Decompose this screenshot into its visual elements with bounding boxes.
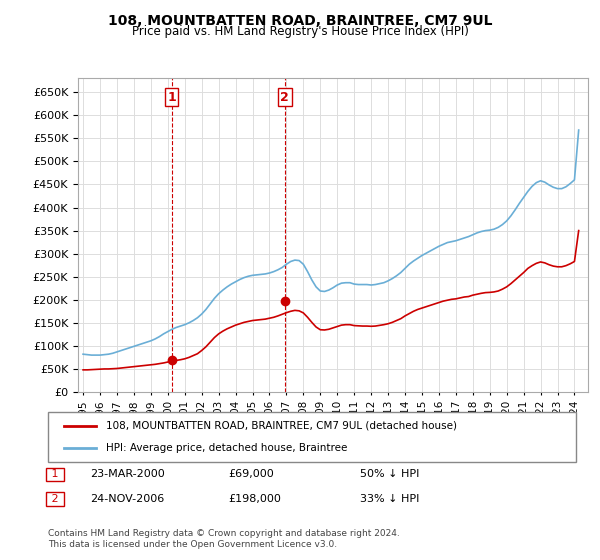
Text: 108, MOUNTBATTEN ROAD, BRAINTREE, CM7 9UL: 108, MOUNTBATTEN ROAD, BRAINTREE, CM7 9U… xyxy=(108,14,492,28)
Text: Price paid vs. HM Land Registry's House Price Index (HPI): Price paid vs. HM Land Registry's House … xyxy=(131,25,469,38)
Text: 33% ↓ HPI: 33% ↓ HPI xyxy=(360,494,419,504)
Text: £69,000: £69,000 xyxy=(228,469,274,479)
Text: 24-NOV-2006: 24-NOV-2006 xyxy=(90,494,164,504)
FancyBboxPatch shape xyxy=(48,412,576,462)
Text: 1: 1 xyxy=(48,469,62,479)
Text: 50% ↓ HPI: 50% ↓ HPI xyxy=(360,469,419,479)
Text: 108, MOUNTBATTEN ROAD, BRAINTREE, CM7 9UL (detached house): 108, MOUNTBATTEN ROAD, BRAINTREE, CM7 9U… xyxy=(106,421,457,431)
Text: £198,000: £198,000 xyxy=(228,494,281,504)
Text: 1: 1 xyxy=(167,91,176,104)
Text: 2: 2 xyxy=(280,91,289,104)
Text: HPI: Average price, detached house, Braintree: HPI: Average price, detached house, Brai… xyxy=(106,443,347,453)
Text: Contains HM Land Registry data © Crown copyright and database right 2024.
This d: Contains HM Land Registry data © Crown c… xyxy=(48,529,400,549)
Text: 23-MAR-2000: 23-MAR-2000 xyxy=(90,469,165,479)
Text: 2: 2 xyxy=(48,494,62,504)
